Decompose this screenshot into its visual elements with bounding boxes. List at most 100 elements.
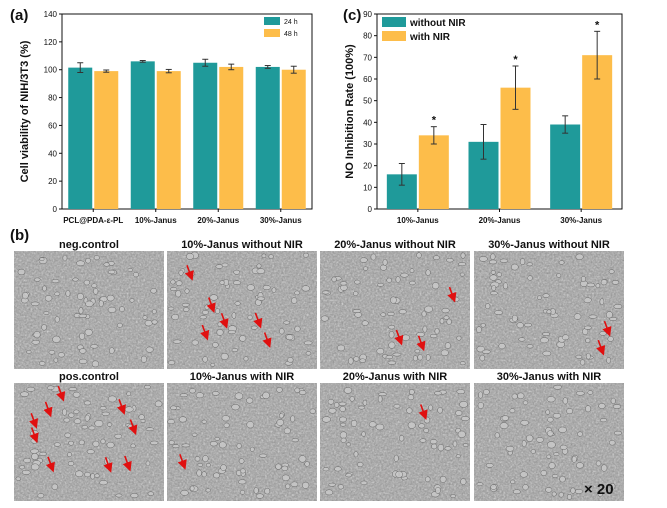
cell — [57, 352, 65, 358]
cell — [78, 307, 84, 315]
cell — [302, 252, 309, 258]
micrograph-texture — [14, 251, 164, 369]
cell — [599, 331, 607, 336]
micrograph-bottom-3: 30%-Janus with NIR — [474, 371, 624, 501]
x-tick-label: PCL@PDA-ε-PL — [63, 216, 123, 225]
cell — [522, 484, 529, 491]
red-arrow — [394, 329, 404, 346]
cell — [524, 322, 532, 328]
cell — [588, 314, 598, 319]
cell — [298, 455, 307, 463]
cell — [499, 258, 509, 263]
legend-label: 24 h — [284, 19, 298, 26]
cell — [478, 391, 483, 399]
cell — [401, 334, 410, 341]
bar-24-h-0 — [68, 67, 93, 209]
cell — [231, 403, 240, 411]
cell — [361, 431, 366, 437]
red-arrow — [128, 419, 138, 436]
cell — [444, 446, 452, 451]
cell — [601, 464, 608, 472]
cell — [610, 397, 616, 405]
cell — [546, 396, 556, 403]
cell — [54, 316, 60, 323]
cell — [234, 301, 241, 306]
cell — [585, 352, 591, 360]
bar-with-NIR-0 — [418, 135, 449, 209]
cell — [216, 329, 224, 336]
cell — [600, 418, 608, 423]
cell — [79, 348, 87, 354]
cell — [354, 279, 361, 285]
cell — [47, 385, 55, 391]
cell — [393, 454, 399, 462]
cell — [368, 421, 377, 428]
cell — [239, 489, 246, 495]
cell — [388, 331, 395, 339]
cell — [512, 489, 521, 495]
cell — [115, 493, 123, 498]
cell — [547, 441, 556, 449]
y-tick-label: 40 — [48, 149, 57, 158]
cell — [334, 466, 342, 472]
cell — [145, 460, 151, 467]
y-tick-label: 0 — [368, 205, 373, 214]
cell — [424, 476, 431, 483]
cell — [491, 285, 497, 291]
micrograph-texture — [167, 251, 317, 369]
cell — [94, 419, 104, 428]
cell — [575, 354, 583, 359]
cell — [291, 297, 298, 304]
cell — [103, 262, 110, 267]
cell — [562, 397, 568, 405]
legend-swatch — [382, 31, 406, 41]
cell — [179, 393, 188, 398]
cell — [178, 416, 187, 423]
cell — [542, 332, 551, 336]
cell — [239, 468, 246, 474]
y-tick-label: 80 — [48, 94, 57, 103]
cell — [490, 484, 497, 490]
cell — [416, 331, 425, 337]
cell — [561, 334, 570, 341]
y-tick-label: 20 — [363, 162, 372, 171]
cell — [425, 354, 431, 361]
cell — [516, 322, 524, 329]
cell — [414, 349, 421, 354]
cell — [62, 408, 68, 416]
cell — [138, 414, 145, 420]
cell — [130, 493, 139, 499]
micrograph-title: 20%-Janus without NIR — [334, 239, 456, 251]
cell — [566, 408, 574, 415]
cell — [496, 272, 502, 277]
cell — [385, 355, 393, 360]
cell — [231, 348, 239, 353]
cell — [407, 394, 415, 401]
cell — [455, 410, 463, 416]
panel-a-label: (a) — [10, 7, 28, 24]
cell — [180, 489, 189, 496]
cell — [579, 359, 586, 366]
cell — [328, 407, 337, 414]
cell — [608, 269, 615, 274]
y-tick-label: 20 — [48, 177, 57, 186]
cell — [39, 451, 47, 456]
cell — [305, 351, 312, 356]
cell — [246, 421, 255, 429]
cell — [91, 360, 100, 368]
cell — [43, 311, 50, 315]
cell — [88, 425, 96, 431]
micrograph-title: 10%-Janus with NIR — [190, 371, 295, 383]
cell — [204, 304, 210, 310]
cell — [477, 401, 484, 409]
cell — [142, 315, 148, 320]
cell — [459, 401, 468, 408]
cell — [583, 325, 592, 330]
cell — [605, 311, 613, 319]
cell — [175, 290, 182, 298]
panel-b-label: (b) — [10, 227, 29, 244]
cell — [357, 461, 364, 468]
cell — [189, 388, 196, 394]
x-tick-label: 10%-Janus — [135, 216, 177, 225]
cell — [53, 357, 59, 363]
